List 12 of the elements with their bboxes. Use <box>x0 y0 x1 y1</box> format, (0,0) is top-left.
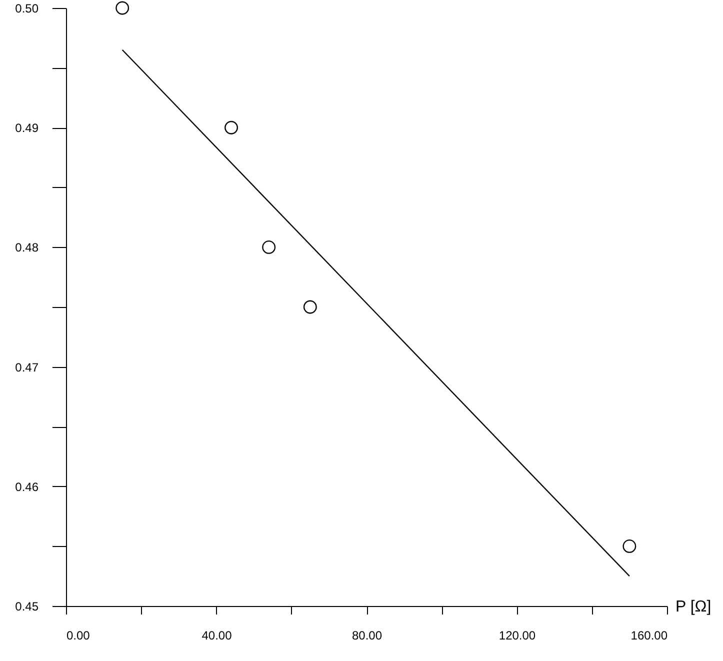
y-tick-label: 0.49 <box>15 121 39 136</box>
x-tick-label: 40.00 <box>202 628 232 642</box>
y-tick-label: 0.47 <box>15 360 39 374</box>
y-tick-label: 0.45 <box>15 600 39 614</box>
x-axis-title: P [Ω] <box>676 598 712 616</box>
x-tick-label: 0.00 <box>66 628 90 642</box>
y-tick-label: 0.48 <box>15 240 39 255</box>
x-tick-label: 120.00 <box>498 628 536 642</box>
y-tick-label: 0.46 <box>15 480 39 494</box>
x-tick-label: 80.00 <box>352 628 382 642</box>
y-tick-label: 0.50 <box>15 2 39 16</box>
x-tick-label: 160.00 <box>630 628 668 642</box>
